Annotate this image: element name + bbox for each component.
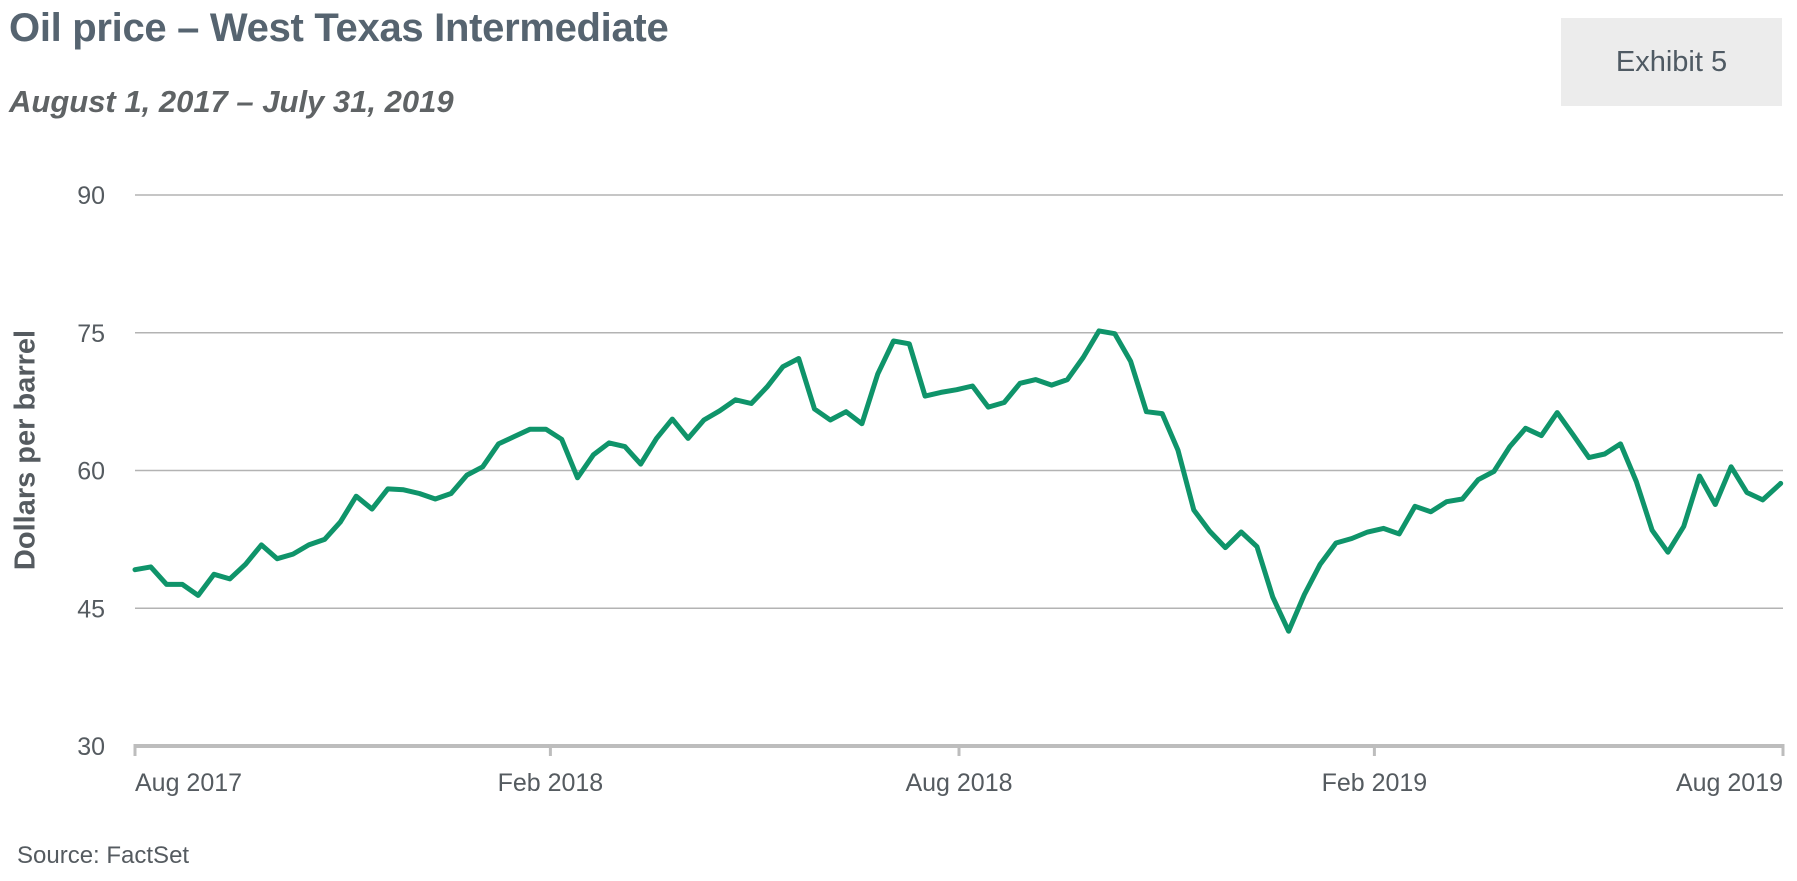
x-tick-label-1: Feb 2018 — [498, 769, 604, 797]
x-tick-label-2: Aug 2018 — [905, 769, 1012, 797]
exhibit-badge: Exhibit 5 — [1561, 18, 1782, 106]
y-tick-label-45: 45 — [77, 595, 105, 623]
x-tick-label-4: Aug 2019 — [1676, 769, 1783, 797]
source-note: Source: FactSet — [17, 842, 190, 869]
y-tick-label-90: 90 — [77, 182, 105, 210]
chart-subtitle: August 1, 2017 – July 31, 2019 — [9, 84, 454, 119]
series-line-0 — [132, 328, 1784, 634]
y-tick-label-30: 30 — [77, 733, 105, 761]
chart-title: Oil price – West Texas Intermediate — [9, 6, 669, 50]
x-tick-label-0: Aug 2017 — [135, 769, 242, 797]
y-tick-label-60: 60 — [77, 458, 105, 486]
y-tick-label-75: 75 — [77, 320, 105, 348]
x-tick-label-3: Feb 2019 — [1322, 769, 1428, 797]
line-chart: 30 45 60 75 90 Aug 2017 Feb 2018 Aug 2018 Feb 20… — [77, 182, 1785, 797]
